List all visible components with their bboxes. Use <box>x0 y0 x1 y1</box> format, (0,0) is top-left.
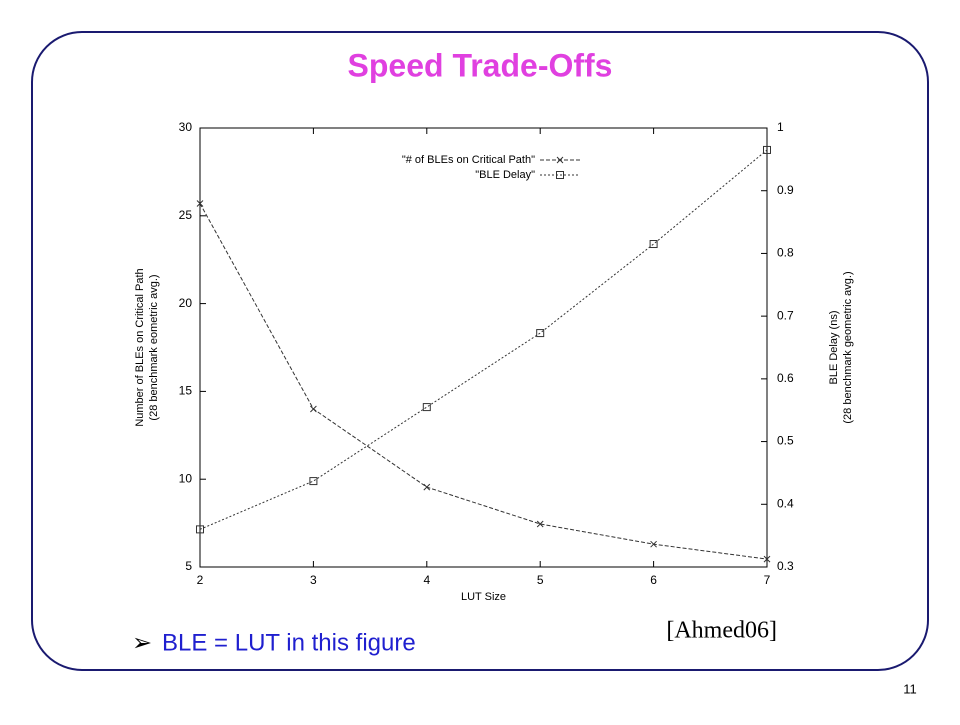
marker-square <box>763 145 771 154</box>
marker-square <box>422 403 431 412</box>
legend-label: "BLE Delay" <box>475 169 535 181</box>
y-tick-label: 25 <box>179 208 193 222</box>
plot-frame <box>199 127 768 568</box>
y2-tick-label: 0.7 <box>777 308 794 322</box>
marker-square <box>649 240 658 249</box>
citation: [Ahmed06] <box>666 618 777 644</box>
x-axis-label: LUT Size <box>461 591 506 603</box>
x-tick-label: 4 <box>423 573 430 587</box>
y-tick-label: 20 <box>179 296 193 310</box>
legend-label: "# of BLEs on Critical Path" <box>402 154 535 166</box>
marker-x <box>556 156 564 164</box>
y-tick-label: 10 <box>179 471 193 485</box>
slide-title: Speed Trade-Offs <box>348 47 613 83</box>
slide-frame <box>31 31 929 671</box>
marker-square <box>556 171 564 179</box>
marker-square <box>196 525 204 534</box>
marker-x <box>423 483 431 491</box>
series-line <box>199 203 768 560</box>
y2-axis-label: BLE Delay (ns) <box>828 311 840 385</box>
y2-tick-label: 0.3 <box>777 559 794 573</box>
bullet-arrow: ➢ <box>132 629 152 656</box>
y2-tick-label: 0.8 <box>777 246 794 260</box>
marker-x <box>196 200 204 207</box>
y2-tick-label: 0.9 <box>777 183 794 197</box>
series-line <box>199 149 768 530</box>
y2-tick-label: 0.5 <box>777 434 794 448</box>
page-number: 11 <box>903 681 917 696</box>
y-tick-label: 30 <box>179 120 193 134</box>
marker-x <box>536 520 544 528</box>
marker-square <box>536 329 545 338</box>
x-tick-label: 2 <box>197 573 204 587</box>
x-tick-label: 5 <box>537 573 544 587</box>
marker-x <box>650 540 657 548</box>
x-tick-label: 7 <box>764 573 771 587</box>
y2-tick-label: 0.4 <box>777 496 794 510</box>
y2-axis-label: (28 benchmark geometric avg.) <box>842 271 854 423</box>
y-axis-label: Number of BLEs on Critical Path <box>134 268 146 426</box>
y2-tick-label: 0.6 <box>777 371 794 385</box>
bullet-text: BLE = LUT in this figure <box>162 629 416 656</box>
x-tick-label: 3 <box>310 573 317 587</box>
y2-tick-label: 1 <box>777 120 784 134</box>
x-tick-label: 6 <box>650 573 657 587</box>
y-axis-label: (28 benchmark eometric avg.) <box>148 274 160 420</box>
marker-x <box>763 555 771 563</box>
y-tick-label: 15 <box>179 384 193 398</box>
marker-square <box>309 477 318 486</box>
y-tick-label: 5 <box>185 559 192 573</box>
marker-x <box>310 405 317 413</box>
